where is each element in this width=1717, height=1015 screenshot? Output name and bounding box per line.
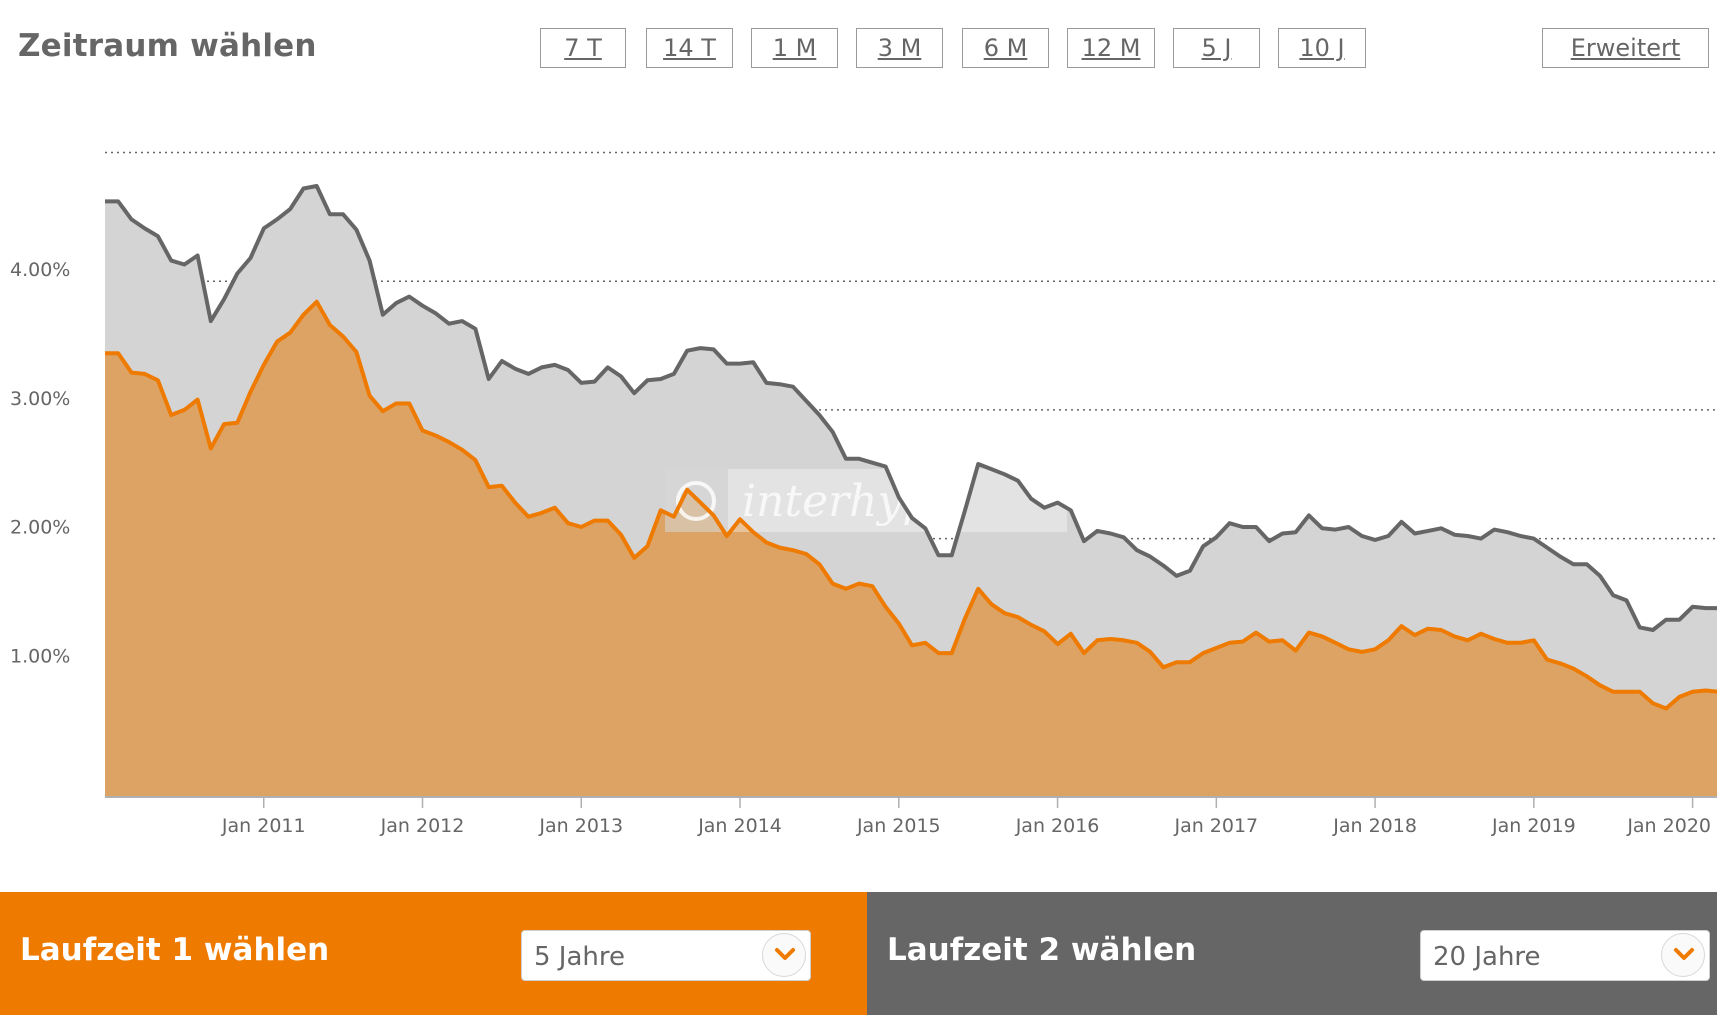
x-tick-label: Jan 2019 bbox=[1491, 815, 1576, 837]
range-button-7t[interactable]: 7 T bbox=[540, 28, 626, 68]
y-tick-label: 2.00% bbox=[10, 517, 70, 539]
term-1-value: 5 Jahre bbox=[534, 942, 625, 972]
term-2-label: Laufzeit 2 wählen bbox=[887, 932, 1197, 968]
range-button-14t[interactable]: 14 T bbox=[646, 28, 733, 68]
range-button-10j[interactable]: 10 J bbox=[1278, 28, 1366, 68]
series-line-1 bbox=[105, 184, 1717, 632]
chevron-down-icon[interactable] bbox=[762, 933, 806, 977]
x-tick-label: Jan 2015 bbox=[856, 815, 941, 837]
term-2-panel: Laufzeit 2 wählen 20 Jahre bbox=[867, 892, 1717, 1015]
page-title: Zeitraum wählen bbox=[18, 28, 317, 64]
x-tick-label: Jan 2011 bbox=[221, 815, 306, 837]
advanced-button[interactable]: Erweitert bbox=[1542, 28, 1709, 68]
y-tick-label: 3.00% bbox=[10, 388, 70, 410]
interest-rate-chart: interhyp Jan 2011 Jan 2012 Jan 2013 Jan 201… bbox=[10, 151, 1717, 837]
range-button-5j[interactable]: 5 J bbox=[1173, 28, 1260, 68]
x-tick-label: Jan 2013 bbox=[538, 815, 623, 837]
term-1-label: Laufzeit 1 wählen bbox=[20, 932, 330, 968]
range-button-1m[interactable]: 1 M bbox=[751, 28, 838, 68]
chart-areas bbox=[105, 186, 1717, 796]
series-line-2 bbox=[105, 299, 1717, 711]
term-1-panel: Laufzeit 1 wählen 5 Jahre bbox=[0, 892, 867, 1015]
series-area-2 bbox=[105, 301, 1717, 796]
term-2-value: 20 Jahre bbox=[1433, 942, 1541, 972]
x-tick-label: Jan 2016 bbox=[1015, 815, 1100, 837]
x-tick-label: Jan 2018 bbox=[1332, 815, 1417, 837]
term-1-select[interactable]: 5 Jahre bbox=[521, 930, 811, 981]
x-tick-label: Jan 2012 bbox=[380, 815, 465, 837]
chart-axis: Jan 2011 Jan 2012 Jan 2013 Jan 2014 Jan 2015… bbox=[10, 259, 1717, 837]
y-tick-label: 4.00% bbox=[10, 259, 70, 281]
x-tick-label: Jan 2014 bbox=[697, 815, 782, 837]
term-2-select[interactable]: 20 Jahre bbox=[1420, 930, 1710, 981]
chevron-down-icon[interactable] bbox=[1661, 933, 1705, 977]
y-tick-label: 1.00% bbox=[10, 645, 70, 667]
chart-lines bbox=[105, 184, 1717, 711]
watermark: interhyp bbox=[665, 469, 1067, 532]
x-tick-label: Jan 2017 bbox=[1173, 815, 1258, 837]
range-button-3m[interactable]: 3 M bbox=[856, 28, 943, 68]
range-button-12m[interactable]: 12 M bbox=[1067, 28, 1155, 68]
range-button-6m[interactable]: 6 M bbox=[962, 28, 1049, 68]
x-tick-label: Jan 2020 bbox=[1626, 815, 1711, 837]
